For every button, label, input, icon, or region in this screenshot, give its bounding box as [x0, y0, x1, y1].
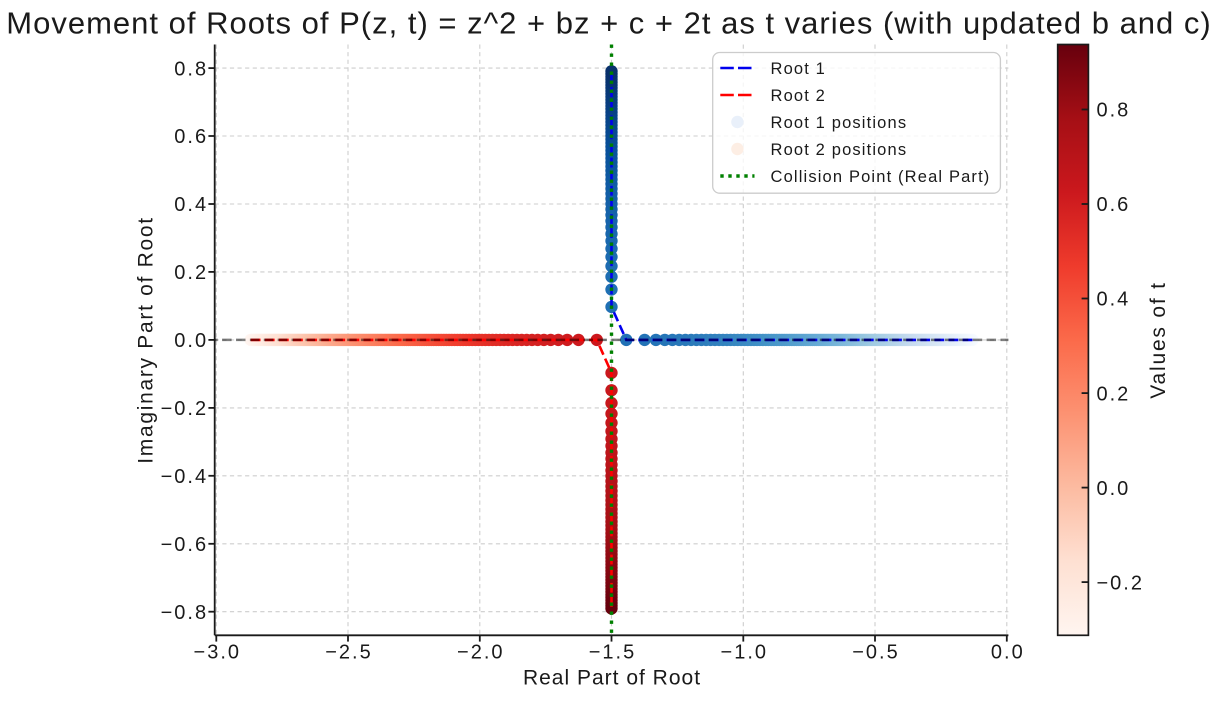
svg-text:−1.5: −1.5: [589, 642, 636, 664]
svg-text:0.4: 0.4: [174, 194, 208, 216]
svg-text:−0.8: −0.8: [161, 602, 208, 624]
svg-text:Collision Point (Real Part): Collision Point (Real Part): [771, 168, 991, 186]
svg-text:−3.0: −3.0: [194, 642, 241, 664]
svg-text:0.0: 0.0: [991, 642, 1025, 664]
svg-text:Values of t: Values of t: [1147, 281, 1170, 398]
svg-text:0.0: 0.0: [174, 330, 208, 352]
svg-text:−0.4: −0.4: [161, 466, 208, 488]
svg-text:0.2: 0.2: [174, 262, 208, 284]
svg-text:0.4: 0.4: [1097, 289, 1131, 311]
svg-text:Root 1 positions: Root 1 positions: [771, 114, 908, 132]
svg-text:−0.2: −0.2: [1097, 572, 1144, 594]
svg-text:Root 1: Root 1: [771, 60, 827, 78]
svg-text:0.0: 0.0: [1097, 478, 1131, 500]
svg-text:Imaginary Part of Root: Imaginary Part of Root: [135, 216, 158, 464]
svg-text:Root 2 positions: Root 2 positions: [771, 141, 908, 159]
svg-text:−2.5: −2.5: [325, 642, 372, 664]
svg-text:0.8: 0.8: [174, 58, 208, 80]
svg-text:0.8: 0.8: [1097, 100, 1131, 122]
svg-text:−0.6: −0.6: [161, 534, 208, 556]
svg-text:Root 2: Root 2: [771, 87, 827, 105]
svg-text:−2.0: −2.0: [457, 642, 504, 664]
svg-text:−0.5: −0.5: [852, 642, 899, 664]
svg-text:−1.0: −1.0: [721, 642, 768, 664]
svg-text:−0.2: −0.2: [161, 398, 208, 420]
svg-text:Real Part of Root: Real Part of Root: [523, 667, 701, 690]
svg-text:0.6: 0.6: [174, 126, 208, 148]
svg-text:0.2: 0.2: [1097, 383, 1131, 405]
svg-text:Movement of Roots of P(z, t) =: Movement of Roots of P(z, t) = z^2 + bz …: [6, 6, 1211, 41]
svg-text:0.6: 0.6: [1097, 194, 1131, 216]
